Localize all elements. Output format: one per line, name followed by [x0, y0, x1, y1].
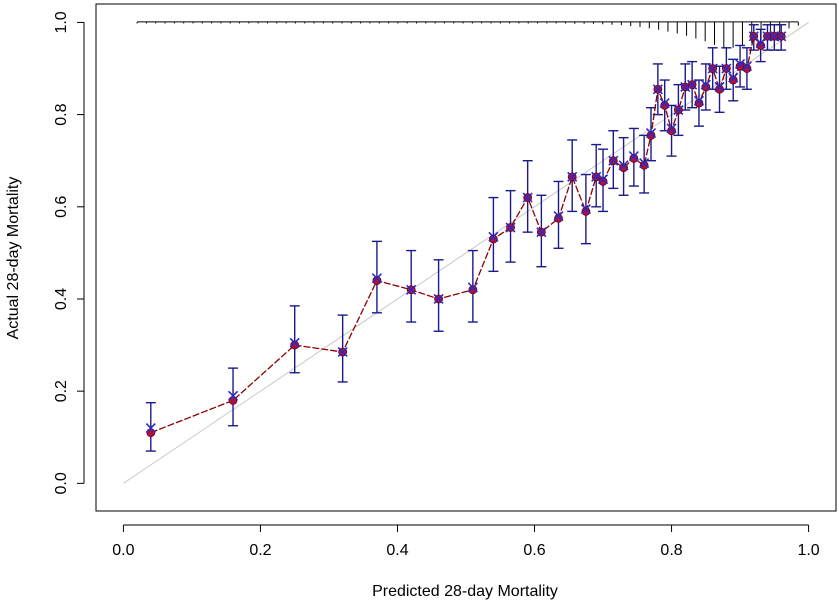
cross-marker-b [406, 284, 417, 295]
data-point [694, 98, 704, 108]
data-point [489, 234, 498, 244]
cross-marker-b [433, 293, 444, 305]
data-point [639, 160, 649, 170]
data-point [728, 75, 738, 85]
data-point [667, 126, 676, 136]
cross-marker-b [628, 151, 639, 162]
cross-marker-b [652, 84, 663, 95]
y-tick-label: 0.8 [53, 103, 70, 125]
x-axis: 0.0 0.2 0.4 0.6 0.8 1.0 [112, 524, 820, 559]
cross-marker-b [741, 61, 752, 72]
cross-marker-b [748, 31, 759, 42]
cross-marker-b [567, 171, 578, 182]
x-tick-label: 1.0 [797, 542, 819, 559]
cross-marker-b [687, 79, 698, 90]
data-point [619, 163, 628, 173]
series-line [150, 34, 782, 434]
data-point [742, 64, 752, 73]
reference-line [123, 22, 809, 484]
y-tick-label: 0.2 [53, 380, 70, 402]
series-line-layer [150, 34, 782, 434]
reference-line-layer [123, 22, 809, 484]
cross-marker-b [467, 282, 478, 293]
y-axis: 0.0 0.2 0.4 0.6 0.8 1.0 [53, 11, 85, 494]
cross-marker-b [591, 171, 602, 182]
cross-marker-b [673, 104, 684, 116]
y-tick-label: 0.0 [53, 472, 70, 494]
cross-marker-b [337, 346, 348, 358]
cross-marker-b [639, 157, 650, 169]
error-bar-layer [145, 24, 787, 452]
x-tick-label: 0.6 [523, 542, 545, 559]
cross-marker-b [488, 231, 499, 242]
data-point [598, 177, 608, 186]
cross-marker-b [522, 192, 533, 203]
x-tick-label: 0.2 [249, 542, 271, 559]
cross-marker-b [371, 273, 382, 284]
data-point [581, 207, 591, 216]
x-axis-title: Predicted 28-day Mortality [372, 583, 558, 600]
cross-marker-b [700, 79, 711, 90]
cross-marker-b [659, 98, 670, 109]
y-tick-label: 0.4 [53, 288, 70, 310]
data-point [756, 41, 766, 50]
cross-marker-b [721, 63, 732, 74]
cross-marker-b [735, 58, 746, 69]
cross-marker-b [707, 63, 718, 74]
data-point [715, 84, 724, 94]
cross-marker-b [666, 123, 677, 134]
cross-marker-b [714, 81, 725, 93]
data-point [660, 101, 670, 110]
point-layer [145, 31, 787, 438]
cross-marker-b [505, 222, 516, 233]
cross-marker-b [618, 160, 629, 171]
y-tick-label: 1.0 [53, 11, 70, 33]
cross-marker-b [580, 204, 591, 215]
cross-marker-b [693, 95, 705, 106]
data-point [468, 285, 478, 295]
data-point [372, 276, 382, 285]
cross-marker-b [227, 390, 239, 401]
y-axis-title: Actual 28-day Mortality [5, 177, 22, 340]
x-tick-label: 0.0 [112, 542, 134, 559]
cross-marker-b [645, 127, 657, 139]
y-tick-label: 0.6 [53, 196, 70, 218]
cross-marker-b [608, 155, 619, 166]
data-point [629, 154, 639, 163]
data-point [554, 213, 563, 223]
x-tick-label: 0.4 [386, 542, 408, 559]
x-tick-label: 0.8 [660, 542, 682, 559]
data-point [701, 82, 711, 92]
cross-marker-b [776, 31, 787, 42]
cross-marker-b [289, 337, 300, 348]
cross-marker-b [728, 72, 739, 83]
cross-marker-b [597, 174, 609, 185]
data-point [646, 130, 656, 140]
cross-marker-b [553, 210, 564, 222]
data-point [290, 340, 300, 350]
cross-marker-b [536, 227, 547, 238]
rug-layer [136, 21, 799, 49]
cross-marker-b [145, 422, 156, 434]
plot-area-frame [95, 3, 837, 512]
